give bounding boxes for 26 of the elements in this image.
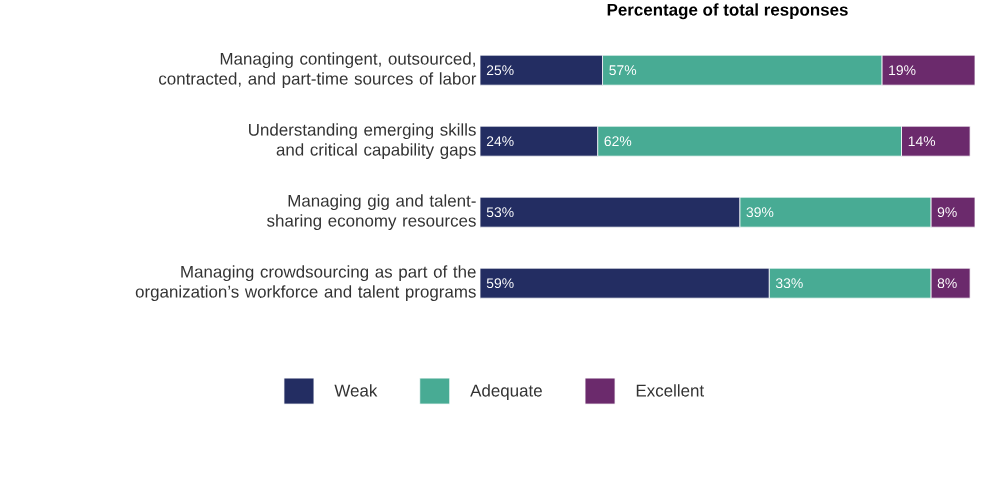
y-tick-label: Managing contingent, outsourced, contracted, and part-time sources of labor (159, 52, 477, 89)
chart-title: Percentage of total responses (607, 3, 848, 20)
data-label: 57% (609, 65, 637, 76)
bar (901, 125, 971, 157)
y-tick-label: Managing crowdsourcing as part of the organization’s workforce and talent programs (135, 265, 476, 302)
data-label: 25% (486, 65, 514, 76)
bar (480, 54, 603, 86)
legend-label: Adequate (470, 384, 542, 401)
legend-label: Excellent (636, 384, 705, 397)
data-label: 53% (486, 207, 514, 218)
legend-label: Weak (334, 384, 378, 397)
bar (480, 267, 770, 299)
data-label: 8% (937, 278, 957, 289)
data-label: 19% (889, 65, 916, 76)
data-label: 62% (604, 136, 632, 147)
data-label: 39% (746, 207, 774, 218)
y-tick-label: Managing gig and talent-sharing economy resources (267, 194, 476, 231)
bar (881, 54, 976, 86)
bar (480, 125, 599, 157)
y-tick-label: Understanding emerging skills and critical capability gaps (249, 123, 476, 160)
data-label: 59% (486, 278, 514, 289)
data-label: 9% (937, 207, 957, 218)
data-label: 24% (486, 136, 514, 147)
data-label: 14% (908, 136, 936, 147)
bar (480, 196, 741, 228)
data-label: 33% (775, 278, 803, 289)
